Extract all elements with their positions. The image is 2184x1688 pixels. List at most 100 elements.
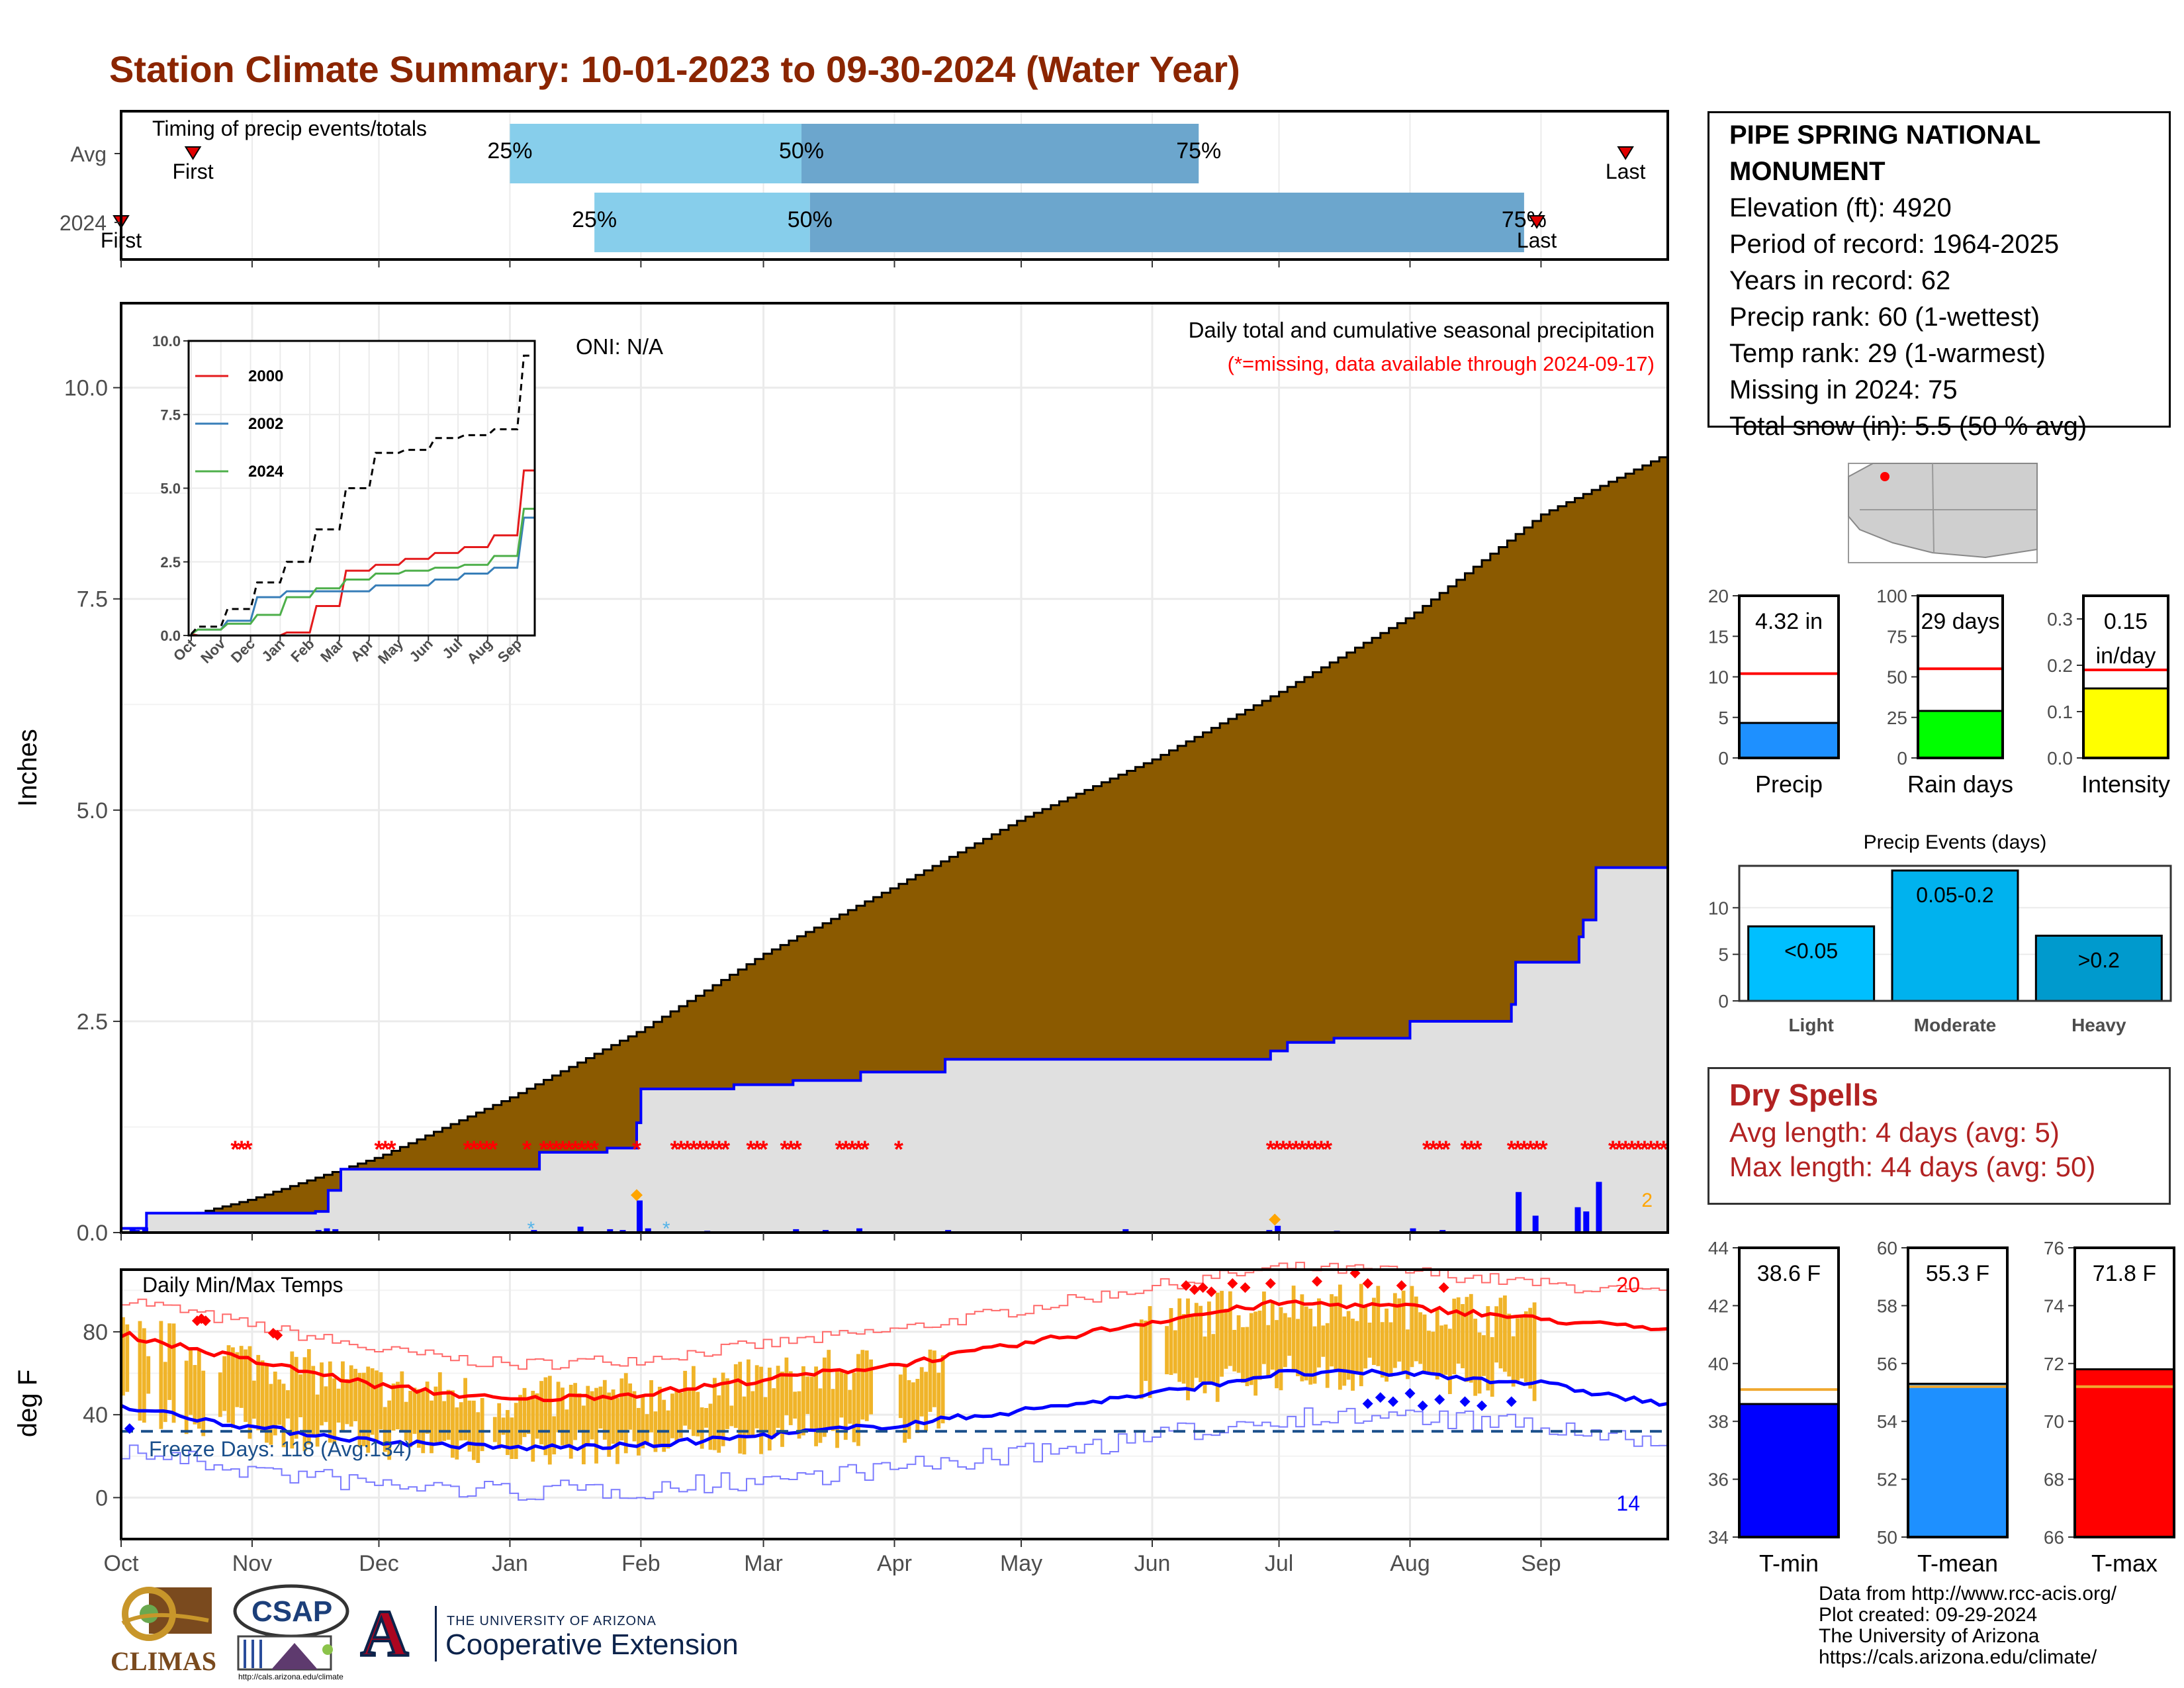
temps-daily-bar [839,1369,844,1418]
precip-missing-marker: * [1304,1135,1313,1162]
temps-daily-bar [687,1390,692,1430]
temps-daily-bar [265,1363,269,1443]
temps-daily-bar [936,1372,941,1429]
temps-daily-bar [375,1370,379,1442]
precip-missing-marker: * [835,1135,844,1162]
csap-logo[interactable]: CSAP http://cals.arizona.edu/climate [232,1583,351,1683]
temps-daily-bar [433,1386,438,1442]
temps-daily-bar [256,1354,261,1430]
month-tick-label: Aug [1390,1551,1430,1576]
precip-missing-marker: * [374,1135,383,1162]
ua-big-text: Cooperative Extension [445,1628,739,1661]
temps-daily-bar [1367,1323,1372,1358]
tmean-y-tick-label: 52 [1877,1470,1897,1490]
precip-missing-marker: * [848,1135,857,1162]
temps-daily-bar [581,1405,586,1465]
precip-snow-marker [631,1189,643,1201]
tmax-y-tick-label: 74 [2044,1295,2064,1316]
temps-daily-bar [281,1383,286,1448]
temps-daily-bar [1186,1298,1190,1401]
intensity-y-tick-label: 0.1 [2047,702,2073,722]
temps-record-high-marker [1265,1278,1276,1289]
temps-daily-bar [780,1372,784,1447]
temps-daily-bar [497,1403,502,1449]
temps-daily-bar [125,1324,130,1392]
temps-daily-bar [1207,1301,1211,1383]
tmin-y-tick-label: 44 [1708,1238,1729,1258]
temps-daily-bar [400,1371,404,1431]
precip-missing-marker: * [1615,1135,1624,1162]
precip-missing-marker: * [1621,1135,1630,1162]
temps-daily-bar [421,1390,426,1454]
inset-series-avg [190,354,535,637]
precip-missing-marker: * [1473,1135,1482,1162]
dry-spells-heading: Dry Spells [1729,1078,1878,1112]
temps-daily-bar [1388,1322,1393,1377]
precip-daily-bar [1122,1229,1129,1233]
temps-daily-bar [235,1352,240,1407]
inset-series-2002 [190,516,535,636]
temps-daily-bar [666,1410,670,1449]
temps-daily-bar [1148,1306,1152,1398]
temps-record-high-marker [1197,1282,1208,1293]
temps-daily-bar [852,1372,856,1442]
month-tick-label: Oct [104,1551,139,1576]
temps-daily-bar [1355,1321,1359,1373]
precip-y-tick-label: 5.0 [77,798,108,823]
events-bar-label: >0.2 [2078,949,2120,972]
temps-daily-bar [1507,1313,1512,1377]
temps-daily-bar [805,1376,810,1415]
precip-missing-marker: * [381,1135,390,1162]
precip-2024-cumulative-line [120,866,1668,1233]
timing-last-label: Last [1606,160,1646,183]
temps-daily-bar [602,1380,607,1440]
precip-daily-bar [607,1229,614,1233]
temps-daily-bar [366,1366,371,1453]
climas-text: CLIMAS [111,1646,217,1676]
temps-record-high-count: 20 [1616,1273,1640,1297]
precip-missing-marker: * [463,1135,473,1162]
temps-daily-bar [700,1407,704,1449]
temps-record-low-marker [1434,1394,1445,1405]
temps-daily-bar [1359,1284,1363,1387]
temps-daily-bar [1380,1322,1385,1378]
temps-daily-bar [1473,1319,1478,1396]
precip-missing-marker: * [702,1135,711,1162]
temps-daily-bar [653,1411,658,1452]
events-bar-label: <0.05 [1784,939,1838,962]
ua-cooperative-extension-logo[interactable]: A THE UNIVERSITY OF ARIZONA Cooperative … [359,1599,745,1673]
month-tick-label: Mar [744,1551,783,1576]
temps-daily-bar [1177,1298,1182,1382]
temps-record-low-marker [1417,1400,1428,1411]
temps-daily-bar [1494,1306,1499,1363]
temps-daily-bar [396,1382,400,1430]
temps-daily-bar [1228,1291,1232,1366]
precip-missing-marker: * [1429,1135,1438,1162]
temps-daily-bar [577,1393,582,1430]
climas-logo[interactable]: CLIMAS [109,1582,217,1681]
temps-daily-bar [590,1391,594,1440]
tmax-frame [2073,1246,2175,1538]
precip-missing-marker: * [894,1135,903,1162]
credit-line: The University of Arizona [1819,1625,2040,1647]
temps-daily-bar [328,1361,332,1443]
temps-daily-bar [928,1349,933,1412]
temps-record-high-marker [1362,1278,1373,1289]
climas-mark-icon [121,1587,212,1641]
temps-daily-bar [514,1403,518,1460]
temps-daily-bar [814,1366,818,1446]
precip-missing-marker: * [476,1135,485,1162]
temps-daily-bar [708,1403,713,1450]
temps-daily-bar [1447,1329,1452,1394]
temps-daily-bar [1194,1303,1199,1378]
temps-daily-bar [1482,1335,1486,1376]
temps-daily-bar [349,1365,353,1427]
temps-daily-bar [1351,1319,1355,1391]
tmin-value-label: 38.6 F [1757,1261,1821,1286]
temps-daily-bar [729,1405,734,1427]
precip-missing-marker: * [237,1135,246,1162]
temps-record-high-marker [1181,1280,1192,1291]
temps-daily-bar [332,1378,337,1444]
tmin-y-tick-label: 34 [1708,1527,1729,1548]
